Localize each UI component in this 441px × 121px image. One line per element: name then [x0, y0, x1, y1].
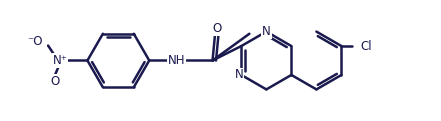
- Text: N: N: [235, 68, 243, 81]
- Text: NH: NH: [168, 54, 185, 67]
- Text: N: N: [262, 25, 271, 38]
- Text: O: O: [50, 75, 60, 88]
- Text: O: O: [213, 22, 222, 35]
- Text: ⁻O: ⁻O: [27, 35, 43, 48]
- Text: Cl: Cl: [360, 40, 372, 53]
- Text: N⁺: N⁺: [52, 54, 67, 67]
